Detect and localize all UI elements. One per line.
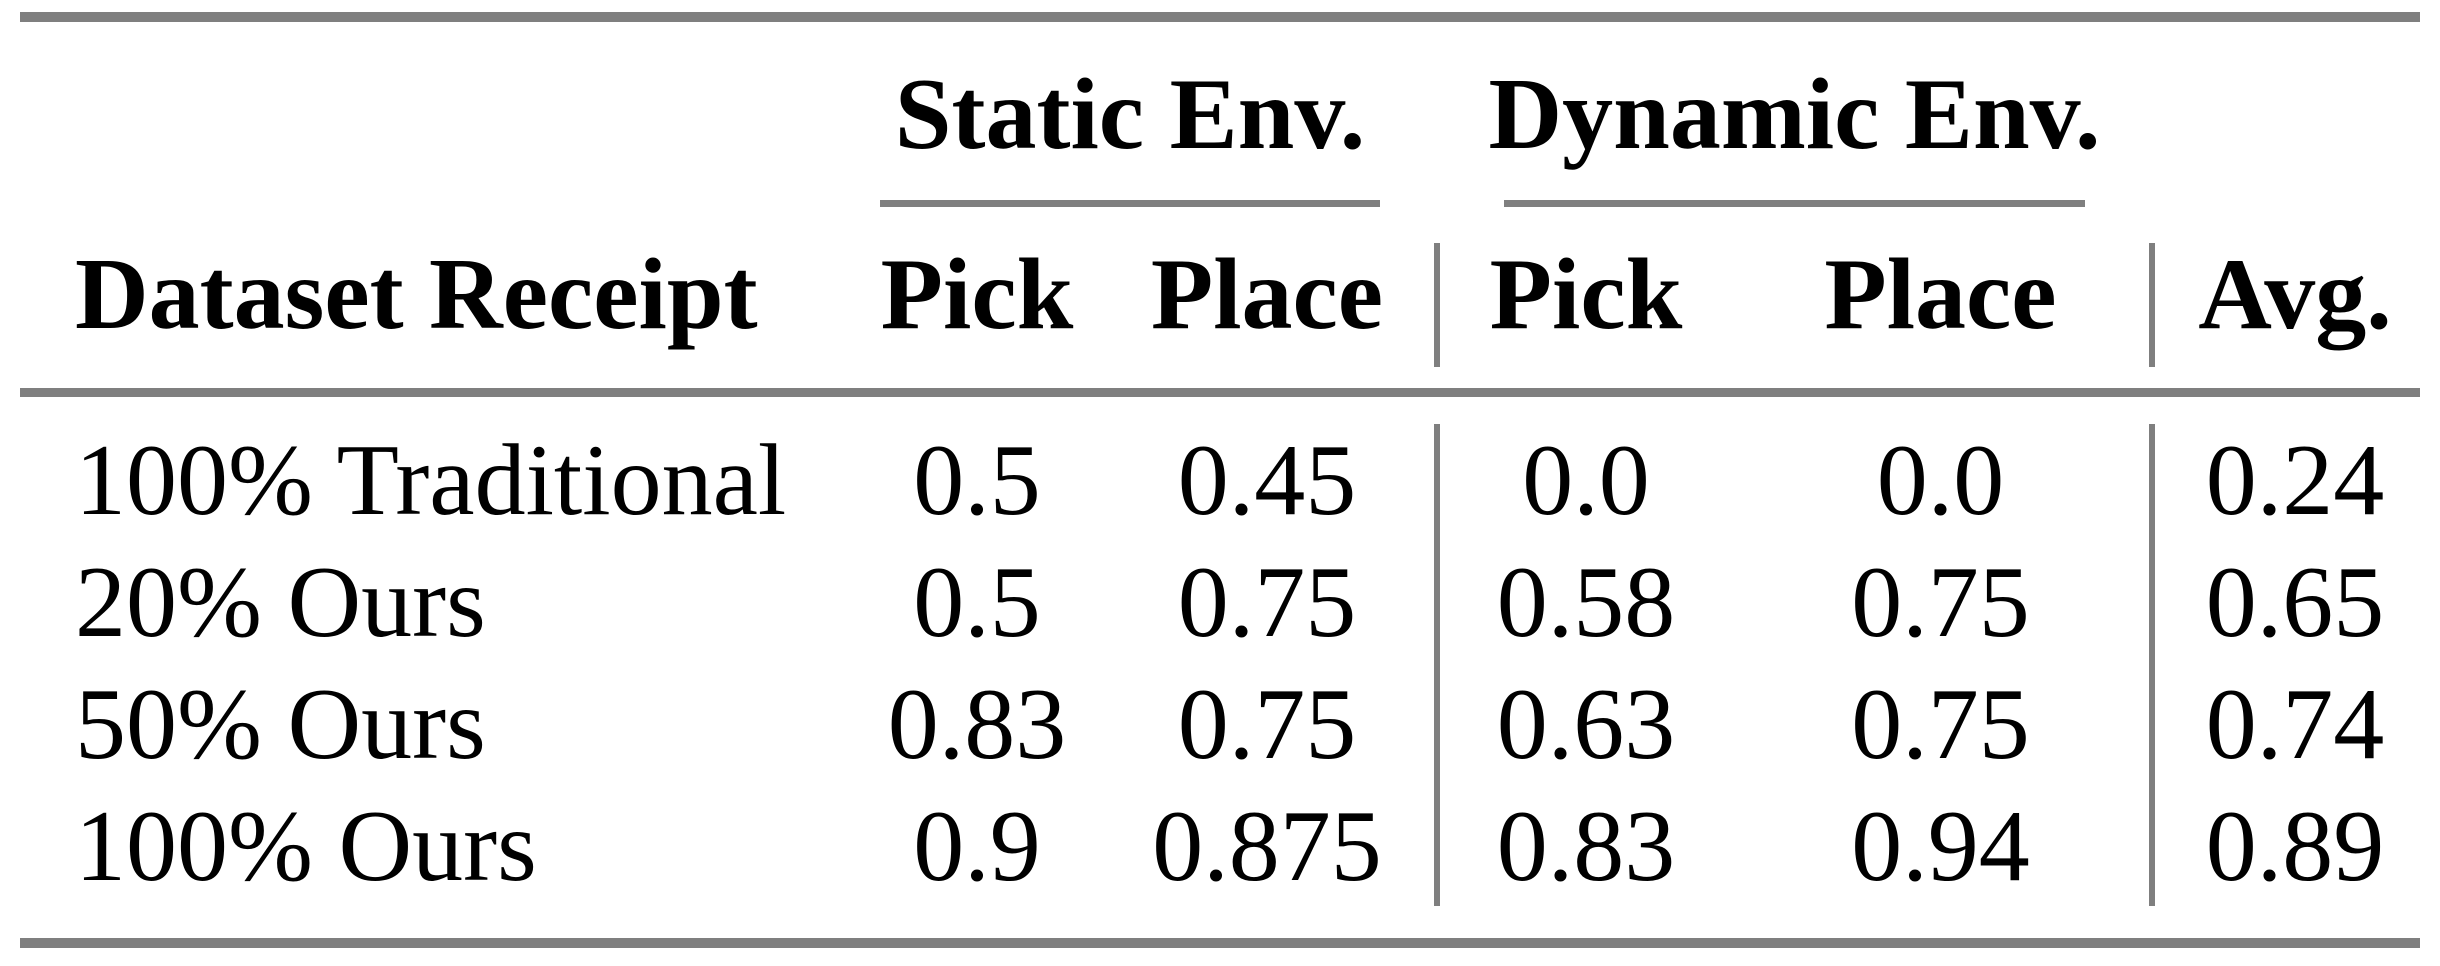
group-header-dynamic-env: Dynamic Env. [1488, 58, 2101, 171]
cell-dynamic-pick: 0.83 [1496, 790, 1676, 903]
cell-avg: 0.24 [2205, 424, 2385, 537]
column-header-dynamic-place: Place [1824, 238, 2057, 351]
table-bottom-rule [20, 938, 2420, 948]
row-label: 100% Traditional [75, 424, 787, 537]
cell-dynamic-pick: 0.58 [1496, 546, 1676, 659]
cell-dynamic-pick: 0.63 [1496, 668, 1676, 781]
column-header-dataset-receipt: Dataset Receipt [75, 238, 758, 351]
table-row: 50% Ours 0.83 0.75 0.63 0.75 0.74 [0, 664, 2440, 786]
vertical-separator-body-avg [2149, 424, 2155, 906]
column-header-row: Dataset Receipt Pick Place Pick Place Av… [0, 233, 2440, 357]
row-label: 50% Ours [75, 668, 486, 781]
cell-dynamic-place: 0.94 [1851, 790, 2030, 903]
vertical-separator-header-static-dynamic [1434, 243, 1440, 367]
column-header-dynamic-pick: Pick [1489, 238, 1683, 351]
table-row: 100% Ours 0.9 0.875 0.83 0.94 0.89 [0, 786, 2440, 908]
column-header-static-pick: Pick [880, 238, 1074, 351]
cell-static-pick: 0.9 [913, 790, 1041, 903]
cell-dynamic-pick: 0.0 [1522, 424, 1650, 537]
cell-dynamic-place: 0.75 [1851, 546, 2030, 659]
cell-dynamic-place: 0.75 [1851, 668, 2030, 781]
group-header-static-env: Static Env. [894, 58, 1366, 171]
cell-static-pick: 0.5 [913, 546, 1041, 659]
cell-static-place: 0.75 [1177, 546, 1357, 659]
cell-static-pick: 0.5 [913, 424, 1041, 537]
table-row: 100% Traditional 0.5 0.45 0.0 0.0 0.24 [0, 420, 2440, 542]
column-header-avg: Avg. [2198, 238, 2392, 351]
cmidrule-dynamic-env [1504, 200, 2085, 207]
table-row: 20% Ours 0.5 0.75 0.58 0.75 0.65 [0, 542, 2440, 664]
cell-avg: 0.89 [2205, 790, 2385, 903]
row-label: 100% Ours [75, 790, 537, 903]
table-top-rule [20, 12, 2420, 22]
cmidrule-static-env [880, 200, 1380, 207]
cell-static-pick: 0.83 [887, 668, 1067, 781]
column-header-static-place: Place [1150, 238, 1384, 351]
cell-avg: 0.74 [2205, 668, 2385, 781]
cell-static-place: 0.875 [1152, 790, 1382, 903]
cell-avg: 0.65 [2205, 546, 2385, 659]
vertical-separator-header-avg [2149, 243, 2155, 367]
cell-static-place: 0.45 [1177, 424, 1357, 537]
vertical-separator-body-static-dynamic [1434, 424, 1440, 906]
cell-dynamic-place: 0.0 [1876, 424, 2005, 537]
cell-static-place: 0.75 [1177, 668, 1357, 781]
table-mid-rule [20, 388, 2420, 397]
row-label: 20% Ours [75, 546, 486, 659]
